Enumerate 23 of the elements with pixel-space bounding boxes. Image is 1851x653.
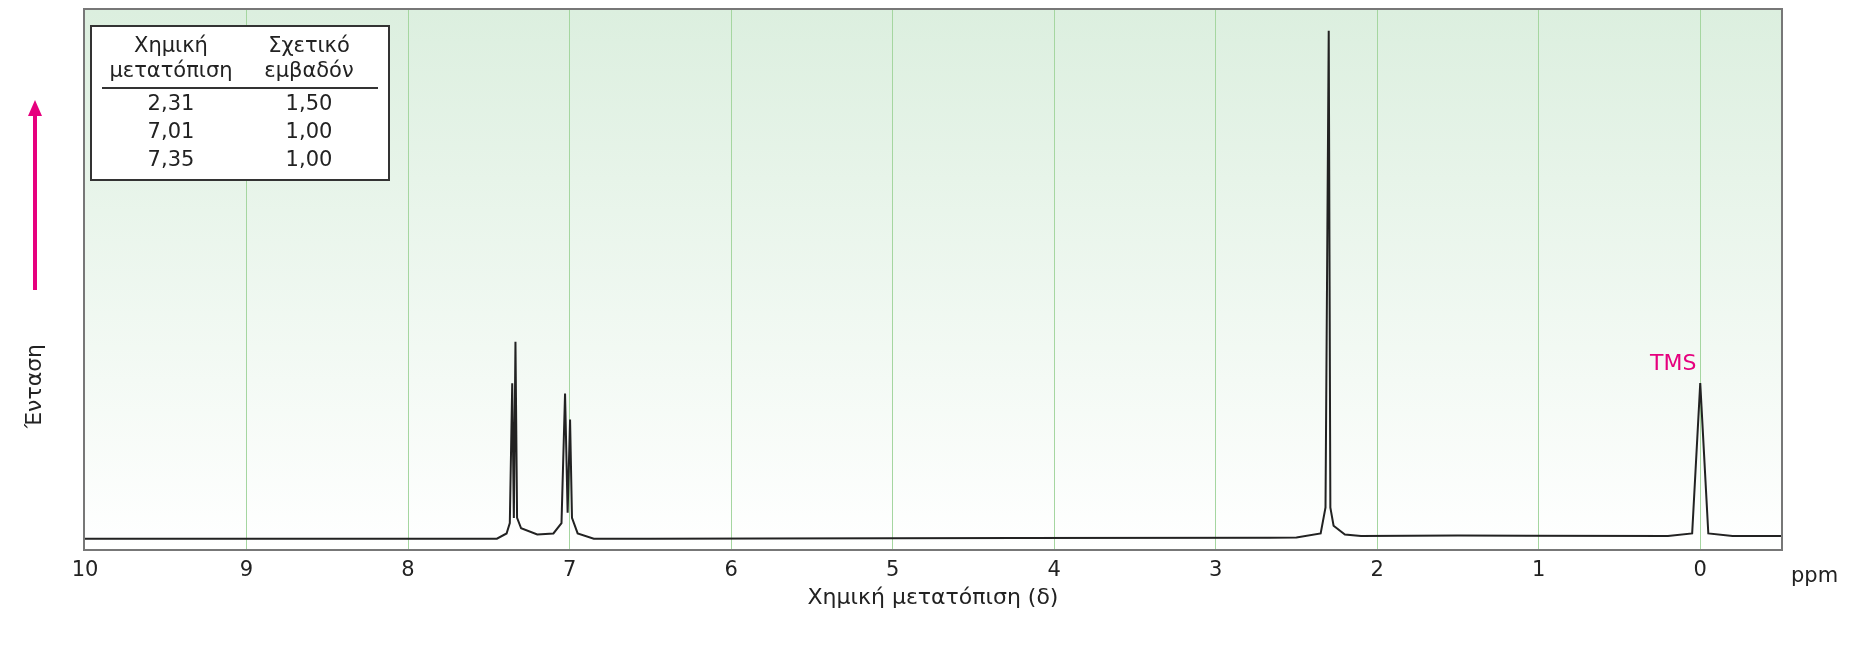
x-tick-label: 7 bbox=[562, 557, 577, 582]
x-tick-label: 6 bbox=[724, 557, 738, 582]
annotation: 2,31 bbox=[146, 90, 196, 118]
x-tick-label: 1 bbox=[1532, 557, 1546, 582]
x-tick-label: 10 bbox=[71, 557, 99, 582]
annotation: 1,00 bbox=[284, 146, 334, 174]
x-tick-label: 5 bbox=[885, 557, 900, 582]
annotation: 1,00 bbox=[284, 118, 334, 146]
x-tick-label: 2 bbox=[1370, 557, 1384, 582]
x-tick-label: 8 bbox=[401, 557, 415, 582]
x-axis-title: Χημική μετατόπιση (δ) bbox=[807, 583, 1059, 609]
annotation: Σχετικό εμβαδόν bbox=[240, 33, 378, 89]
annotation: Χημική μετατόπιση bbox=[102, 33, 240, 89]
x-tick-label: 0 bbox=[1693, 557, 1707, 582]
annotation: TMS bbox=[1649, 350, 1697, 375]
annotation: 7,35 bbox=[146, 146, 196, 174]
y-axis-title: Ένταση bbox=[20, 343, 46, 430]
text: ppm bbox=[1791, 563, 1839, 587]
x-tick-label: 4 bbox=[1047, 557, 1061, 582]
x-tick-label: 3 bbox=[1208, 557, 1223, 582]
x-tick-label: 9 bbox=[239, 557, 254, 582]
annotation: 7,01 bbox=[146, 118, 196, 146]
annotation: 1,50 bbox=[284, 90, 334, 118]
